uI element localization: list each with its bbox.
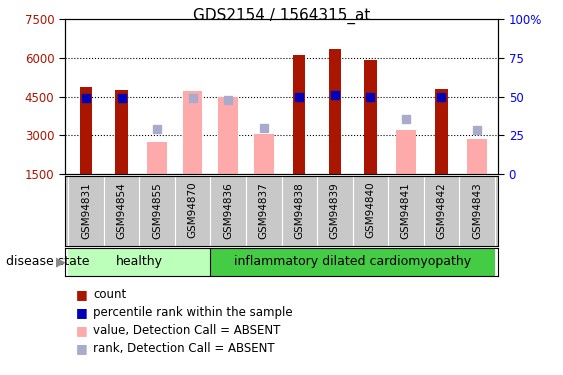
Bar — [68, 248, 211, 276]
Text: GSM94841: GSM94841 — [401, 182, 411, 238]
Text: GDS2154 / 1564315_at: GDS2154 / 1564315_at — [193, 8, 370, 24]
Text: value, Detection Call = ABSENT: value, Detection Call = ABSENT — [93, 324, 280, 337]
Text: GSM94843: GSM94843 — [472, 182, 482, 238]
Text: ■: ■ — [76, 288, 87, 301]
Bar — [80, 87, 92, 174]
Text: GSM94870: GSM94870 — [187, 182, 198, 238]
Bar — [254, 134, 274, 174]
Bar — [435, 89, 448, 174]
Text: GSM94842: GSM94842 — [436, 182, 446, 238]
Text: ■: ■ — [76, 342, 87, 355]
Bar — [329, 49, 341, 174]
Bar — [183, 92, 203, 174]
Text: ▶: ▶ — [56, 255, 65, 268]
Text: inflammatory dilated cardiomyopathy: inflammatory dilated cardiomyopathy — [234, 255, 471, 268]
Text: GSM94840: GSM94840 — [365, 182, 376, 238]
Bar — [115, 90, 128, 174]
Bar — [148, 142, 167, 174]
Text: GSM94839: GSM94839 — [330, 182, 340, 238]
Text: GSM94855: GSM94855 — [152, 182, 162, 238]
Text: percentile rank within the sample: percentile rank within the sample — [93, 306, 293, 319]
Bar — [218, 97, 238, 174]
Text: GSM94854: GSM94854 — [117, 182, 127, 238]
Text: GSM94838: GSM94838 — [294, 182, 304, 238]
Text: ■: ■ — [76, 324, 87, 337]
Bar — [211, 248, 495, 276]
Text: disease state: disease state — [6, 255, 89, 268]
Bar — [364, 60, 377, 174]
Text: GSM94837: GSM94837 — [259, 182, 269, 238]
Bar — [467, 140, 486, 174]
Text: ■: ■ — [76, 306, 87, 319]
Bar — [396, 130, 415, 174]
Text: GSM94836: GSM94836 — [223, 182, 233, 238]
Text: healthy: healthy — [116, 255, 163, 268]
Text: GSM94831: GSM94831 — [81, 182, 91, 238]
Bar — [293, 55, 306, 174]
Text: rank, Detection Call = ABSENT: rank, Detection Call = ABSENT — [93, 342, 275, 355]
Text: count: count — [93, 288, 126, 301]
